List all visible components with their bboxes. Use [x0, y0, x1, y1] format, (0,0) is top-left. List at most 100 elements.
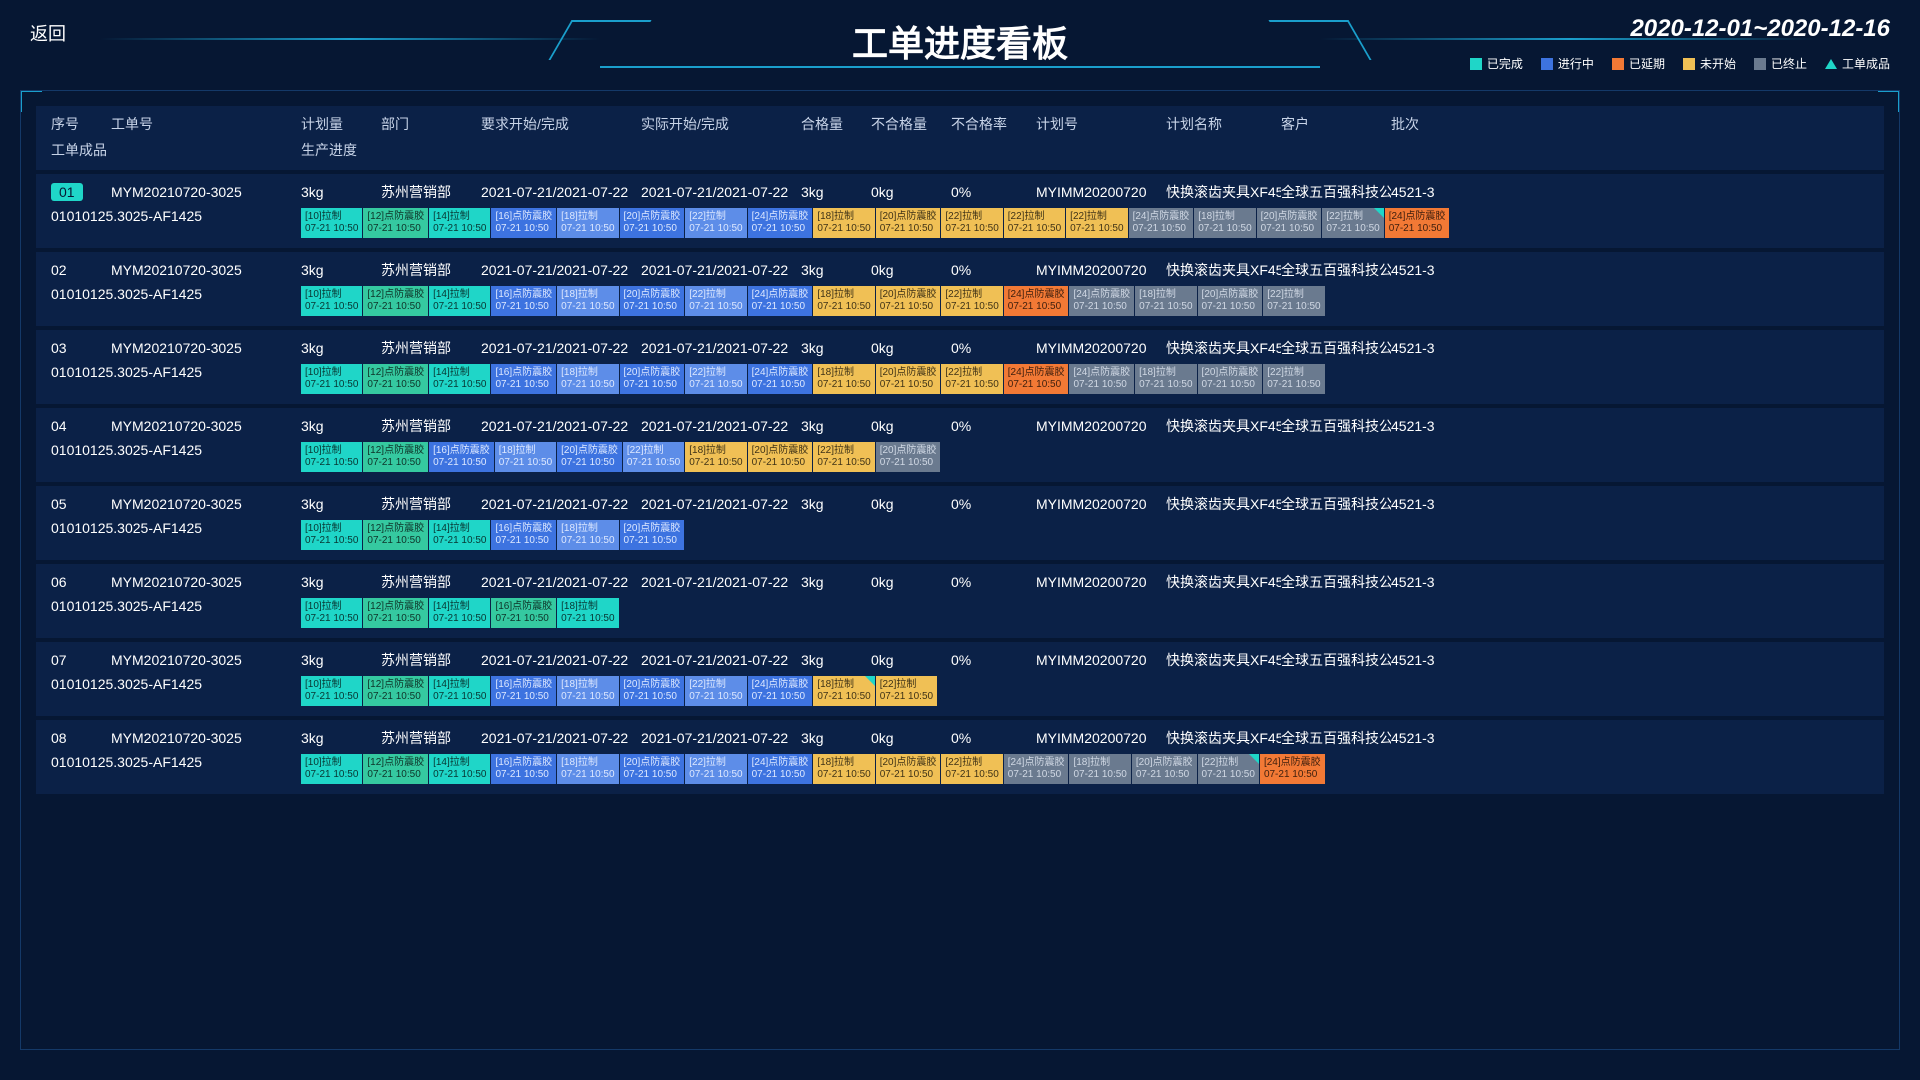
progress-cell[interactable]: [20]点防震胶07-21 10:50: [876, 364, 941, 394]
progress-cell[interactable]: [18]拉制07-21 10:50: [813, 754, 874, 784]
progress-cell[interactable]: [14]拉制07-21 10:50: [429, 520, 490, 550]
table-row[interactable]: 05MYM20210720-30253kg苏州营销部2021-07-21/202…: [36, 486, 1884, 560]
progress-cell[interactable]: [24]点防震胶07-21 10:50: [1069, 286, 1134, 316]
progress-cell[interactable]: [20]点防震胶07-21 10:50: [1198, 364, 1263, 394]
table-row[interactable]: 06MYM20210720-30253kg苏州营销部2021-07-21/202…: [36, 564, 1884, 638]
progress-cell[interactable]: [18]拉制07-21 10:50: [495, 442, 556, 472]
table-row[interactable]: 02MYM20210720-30253kg苏州营销部2021-07-21/202…: [36, 252, 1884, 326]
progress-cell[interactable]: [14]拉制07-21 10:50: [429, 364, 490, 394]
progress-cell[interactable]: [10]拉制07-21 10:50: [301, 208, 362, 238]
progress-cell[interactable]: [10]拉制07-21 10:50: [301, 754, 362, 784]
progress-cell[interactable]: [24]点防震胶07-21 10:50: [1004, 754, 1069, 784]
progress-cell[interactable]: [22]拉制07-21 10:50: [941, 208, 1002, 238]
progress-cell[interactable]: [10]拉制07-21 10:50: [301, 598, 362, 628]
progress-cell[interactable]: [20]点防震胶07-21 10:50: [876, 754, 941, 784]
progress-cell[interactable]: [22]拉制07-21 10:50: [1263, 364, 1324, 394]
progress-cell[interactable]: [20]点防震胶07-21 10:50: [1257, 208, 1322, 238]
progress-cell[interactable]: [18]拉制07-21 10:50: [813, 364, 874, 394]
progress-cell[interactable]: [20]点防震胶07-21 10:50: [876, 286, 941, 316]
progress-cell[interactable]: [24]点防震胶07-21 10:50: [748, 286, 813, 316]
progress-cell[interactable]: [20]点防震胶07-21 10:50: [620, 676, 685, 706]
progress-cell[interactable]: [16]点防震胶07-21 10:50: [429, 442, 494, 472]
progress-cell[interactable]: [14]拉制07-21 10:50: [429, 598, 490, 628]
progress-cell[interactable]: [20]点防震胶07-21 10:50: [620, 286, 685, 316]
progress-cell[interactable]: [14]拉制07-21 10:50: [429, 754, 490, 784]
progress-cell[interactable]: [12]点防震胶07-21 10:50: [363, 598, 428, 628]
progress-cell[interactable]: [18]拉制07-21 10:50: [1135, 286, 1196, 316]
progress-cell[interactable]: [24]点防震胶07-21 10:50: [1069, 364, 1134, 394]
progress-cell[interactable]: [14]拉制07-21 10:50: [429, 208, 490, 238]
progress-cell[interactable]: [16]点防震胶07-21 10:50: [491, 598, 556, 628]
progress-cell[interactable]: [24]点防震胶07-21 10:50: [748, 208, 813, 238]
progress-cell[interactable]: [22]拉制07-21 10:50: [1322, 208, 1383, 238]
progress-cell[interactable]: [16]点防震胶07-21 10:50: [491, 286, 556, 316]
table-row[interactable]: 01MYM20210720-30253kg苏州营销部2021-07-21/202…: [36, 174, 1884, 248]
progress-cell[interactable]: [24]点防震胶07-21 10:50: [748, 754, 813, 784]
progress-cell[interactable]: [22]拉制07-21 10:50: [1263, 286, 1324, 316]
progress-cell[interactable]: [16]点防震胶07-21 10:50: [491, 676, 556, 706]
progress-cell[interactable]: [22]拉制07-21 10:50: [941, 754, 1002, 784]
progress-cell[interactable]: [10]拉制07-21 10:50: [301, 520, 362, 550]
progress-cell[interactable]: [18]拉制07-21 10:50: [813, 676, 874, 706]
progress-cell[interactable]: [24]点防震胶07-21 10:50: [1260, 754, 1325, 784]
progress-cell[interactable]: [18]拉制07-21 10:50: [557, 364, 618, 394]
progress-cell[interactable]: [18]拉制07-21 10:50: [557, 520, 618, 550]
progress-cell[interactable]: [18]拉制07-21 10:50: [685, 442, 746, 472]
progress-cell[interactable]: [20]点防震胶07-21 10:50: [876, 442, 941, 472]
progress-cell[interactable]: [22]拉制07-21 10:50: [685, 754, 746, 784]
progress-cell[interactable]: [22]拉制07-21 10:50: [1004, 208, 1065, 238]
progress-cell[interactable]: [24]点防震胶07-21 10:50: [1129, 208, 1194, 238]
progress-cell[interactable]: [24]点防震胶07-21 10:50: [1385, 208, 1450, 238]
progress-cell[interactable]: [20]点防震胶07-21 10:50: [620, 364, 685, 394]
progress-cell[interactable]: [22]拉制07-21 10:50: [813, 442, 874, 472]
progress-cell[interactable]: [10]拉制07-21 10:50: [301, 676, 362, 706]
progress-cell[interactable]: [10]拉制07-21 10:50: [301, 442, 362, 472]
progress-cell[interactable]: [20]点防震胶07-21 10:50: [620, 754, 685, 784]
progress-cell[interactable]: [18]拉制07-21 10:50: [557, 598, 618, 628]
progress-cell[interactable]: [22]拉制07-21 10:50: [685, 676, 746, 706]
progress-cell[interactable]: [16]点防震胶07-21 10:50: [491, 754, 556, 784]
progress-cell[interactable]: [24]点防震胶07-21 10:50: [1004, 286, 1069, 316]
progress-cell[interactable]: [24]点防震胶07-21 10:50: [748, 676, 813, 706]
progress-cell[interactable]: [22]拉制07-21 10:50: [1198, 754, 1259, 784]
progress-cell[interactable]: [20]点防震胶07-21 10:50: [748, 442, 813, 472]
progress-cell[interactable]: [18]拉制07-21 10:50: [1135, 364, 1196, 394]
progress-cell[interactable]: [24]点防震胶07-21 10:50: [1004, 364, 1069, 394]
progress-cell[interactable]: [18]拉制07-21 10:50: [1069, 754, 1130, 784]
progress-cell[interactable]: [16]点防震胶07-21 10:50: [491, 208, 556, 238]
progress-cell[interactable]: [18]拉制07-21 10:50: [1194, 208, 1255, 238]
progress-cell[interactable]: [12]点防震胶07-21 10:50: [363, 442, 428, 472]
progress-cell[interactable]: [16]点防震胶07-21 10:50: [491, 520, 556, 550]
progress-cell[interactable]: [22]拉制07-21 10:50: [941, 364, 1002, 394]
progress-cell[interactable]: [18]拉制07-21 10:50: [557, 208, 618, 238]
progress-cell[interactable]: [20]点防震胶07-21 10:50: [620, 208, 685, 238]
progress-cell[interactable]: [12]点防震胶07-21 10:50: [363, 286, 428, 316]
progress-cell[interactable]: [22]拉制07-21 10:50: [685, 364, 746, 394]
table-row[interactable]: 03MYM20210720-30253kg苏州营销部2021-07-21/202…: [36, 330, 1884, 404]
progress-cell[interactable]: [18]拉制07-21 10:50: [813, 208, 874, 238]
progress-cell[interactable]: [20]点防震胶07-21 10:50: [557, 442, 622, 472]
progress-cell[interactable]: [20]点防震胶07-21 10:50: [620, 520, 685, 550]
table-row[interactable]: 08MYM20210720-30253kg苏州营销部2021-07-21/202…: [36, 720, 1884, 794]
progress-cell[interactable]: [18]拉制07-21 10:50: [557, 754, 618, 784]
progress-cell[interactable]: [22]拉制07-21 10:50: [623, 442, 684, 472]
progress-cell[interactable]: [12]点防震胶07-21 10:50: [363, 208, 428, 238]
progress-cell[interactable]: [22]拉制07-21 10:50: [1066, 208, 1127, 238]
progress-cell[interactable]: [14]拉制07-21 10:50: [429, 286, 490, 316]
progress-cell[interactable]: [18]拉制07-21 10:50: [813, 286, 874, 316]
progress-cell[interactable]: [24]点防震胶07-21 10:50: [748, 364, 813, 394]
progress-cell[interactable]: [22]拉制07-21 10:50: [685, 286, 746, 316]
progress-cell[interactable]: [22]拉制07-21 10:50: [876, 676, 937, 706]
progress-cell[interactable]: [12]点防震胶07-21 10:50: [363, 754, 428, 784]
progress-cell[interactable]: [14]拉制07-21 10:50: [429, 676, 490, 706]
progress-cell[interactable]: [20]点防震胶07-21 10:50: [1132, 754, 1197, 784]
progress-cell[interactable]: [10]拉制07-21 10:50: [301, 364, 362, 394]
table-row[interactable]: 07MYM20210720-30253kg苏州营销部2021-07-21/202…: [36, 642, 1884, 716]
progress-cell[interactable]: [20]点防震胶07-21 10:50: [1198, 286, 1263, 316]
progress-cell[interactable]: [12]点防震胶07-21 10:50: [363, 520, 428, 550]
progress-cell[interactable]: [12]点防震胶07-21 10:50: [363, 676, 428, 706]
progress-cell[interactable]: [12]点防震胶07-21 10:50: [363, 364, 428, 394]
progress-cell[interactable]: [10]拉制07-21 10:50: [301, 286, 362, 316]
progress-cell[interactable]: [18]拉制07-21 10:50: [557, 676, 618, 706]
progress-cell[interactable]: [22]拉制07-21 10:50: [685, 208, 746, 238]
